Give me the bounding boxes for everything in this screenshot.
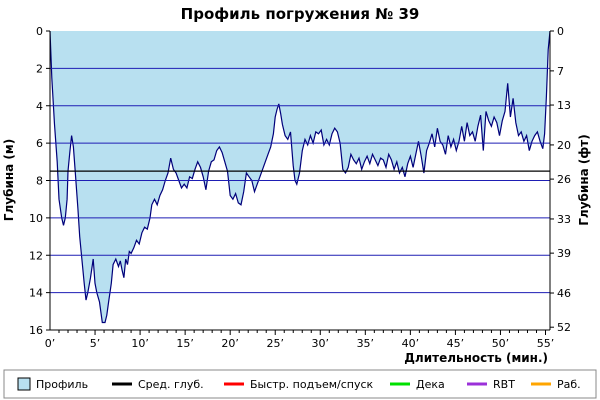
y-tick-label-right: 39 xyxy=(557,247,571,260)
x-tick-label: 10’ xyxy=(131,337,149,350)
y-tick-label-right: 46 xyxy=(557,287,571,300)
grid-lines xyxy=(50,67,550,294)
x-tick-label: 25’ xyxy=(266,337,284,350)
y-tick-label-left: 12 xyxy=(29,249,43,262)
y-tick-label-left: 14 xyxy=(29,287,43,300)
profile-area xyxy=(50,31,550,323)
legend-swatch-box xyxy=(17,377,31,391)
y-tick-label-left: 0 xyxy=(36,25,43,38)
y-tick-label-right: 52 xyxy=(557,321,571,334)
y-axis-right-title: Глубина (фт) xyxy=(577,134,591,225)
y-tick-label-left: 4 xyxy=(36,100,43,113)
y-tick-label-right: 0 xyxy=(557,25,564,38)
profile-line xyxy=(49,30,551,324)
y-tick-label-right: 33 xyxy=(557,213,571,226)
x-tick-label: 35’ xyxy=(357,337,375,350)
y-tick-label-left: 16 xyxy=(29,324,43,337)
y-tick-label-left: 2 xyxy=(36,62,43,75)
y-axis-left-ticks: 0 2 4 6 8 10 12 14 16 xyxy=(29,25,50,337)
x-tick-label: 30’ xyxy=(312,337,330,350)
x-tick-label: 45’ xyxy=(447,337,465,350)
x-tick-label: 20’ xyxy=(221,337,239,350)
x-axis-ticks: 0’ 5’ 10’ 15’ 20’ 25’ 30’ 35’ 40’ 45’ 50’ 55’ xyxy=(45,330,554,350)
y-tick-label-left: 10 xyxy=(29,212,43,225)
y-tick-label-right: 20 xyxy=(557,139,571,152)
x-tick-label: 15’ xyxy=(176,337,194,350)
legend-box xyxy=(3,369,597,399)
y-axis-right-ticks: 0 7 13 20 26 33 39 46 52 xyxy=(550,25,571,334)
x-tick-label: 55’ xyxy=(537,337,555,350)
legend-label: RBT xyxy=(493,378,515,391)
legend-label: Раб. xyxy=(557,378,581,391)
legend-label: Дека xyxy=(416,378,445,391)
y-tick-label-right: 26 xyxy=(557,173,571,186)
x-axis-title: Длительность (мин.) xyxy=(404,351,548,365)
y-tick-label-right: 7 xyxy=(557,65,564,78)
x-tick-label: 0’ xyxy=(45,337,56,350)
legend-label: Быстр. подъем/спуск xyxy=(250,378,374,391)
y-axis-left-title: Глубина (м) xyxy=(2,139,16,221)
chart-title: Профиль погружения № 39 xyxy=(181,5,420,23)
plot-area xyxy=(49,30,551,324)
y-tick-label-left: 6 xyxy=(36,137,43,150)
legend-label: Сред. глуб. xyxy=(138,378,204,391)
y-tick-label-right: 13 xyxy=(557,99,571,112)
x-tick-label: 5’ xyxy=(90,337,101,350)
x-tick-label: 50’ xyxy=(492,337,510,350)
legend: Профиль Сред. глуб. Быстр. подъем/спуск Дек… xyxy=(3,369,597,399)
y-tick-label-left: 8 xyxy=(36,175,43,188)
x-tick-label: 40’ xyxy=(402,337,420,350)
legend-label: Профиль xyxy=(36,378,88,391)
